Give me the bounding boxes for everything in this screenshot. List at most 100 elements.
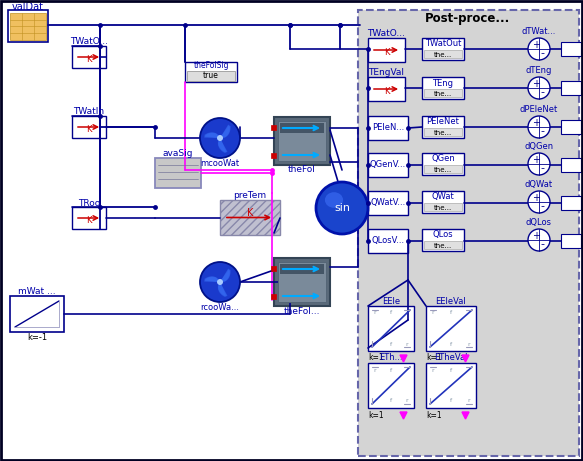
Bar bbox=[274, 258, 330, 306]
Text: K: K bbox=[86, 55, 92, 64]
Bar bbox=[72, 207, 106, 229]
Text: f: f bbox=[390, 342, 392, 347]
Polygon shape bbox=[218, 282, 220, 290]
Polygon shape bbox=[220, 138, 224, 151]
Circle shape bbox=[217, 135, 223, 141]
Bar bbox=[368, 77, 405, 101]
Text: k=1: k=1 bbox=[426, 354, 442, 362]
Polygon shape bbox=[220, 272, 231, 282]
Text: preTem: preTem bbox=[233, 191, 266, 201]
Polygon shape bbox=[220, 282, 226, 296]
Text: k=-1: k=-1 bbox=[27, 333, 47, 343]
Circle shape bbox=[217, 279, 223, 285]
Polygon shape bbox=[213, 277, 220, 282]
Text: +: + bbox=[532, 231, 540, 241]
Bar bbox=[422, 77, 464, 99]
Text: K: K bbox=[247, 208, 253, 219]
Bar bbox=[368, 229, 408, 253]
Text: r: r bbox=[468, 398, 470, 403]
Polygon shape bbox=[209, 276, 220, 282]
Polygon shape bbox=[210, 276, 220, 282]
Polygon shape bbox=[208, 133, 220, 138]
Bar bbox=[187, 71, 235, 81]
Polygon shape bbox=[462, 355, 469, 362]
Polygon shape bbox=[220, 275, 230, 282]
Text: k=1: k=1 bbox=[368, 410, 384, 420]
Polygon shape bbox=[218, 282, 220, 289]
Polygon shape bbox=[220, 136, 225, 138]
Text: -: - bbox=[540, 201, 544, 211]
Bar bbox=[368, 116, 408, 140]
Polygon shape bbox=[206, 133, 220, 138]
Polygon shape bbox=[220, 126, 231, 138]
Polygon shape bbox=[220, 130, 230, 138]
Bar bbox=[561, 158, 581, 172]
Polygon shape bbox=[220, 131, 230, 138]
Text: rcooWa...: rcooWa... bbox=[201, 302, 240, 312]
Text: f: f bbox=[390, 398, 392, 403]
Bar bbox=[271, 266, 276, 271]
Text: ETh...: ETh... bbox=[380, 354, 403, 362]
Polygon shape bbox=[215, 133, 220, 138]
Polygon shape bbox=[219, 138, 222, 148]
Circle shape bbox=[200, 262, 240, 302]
Polygon shape bbox=[220, 279, 227, 282]
Text: TEng: TEng bbox=[433, 78, 454, 88]
Polygon shape bbox=[220, 274, 230, 282]
Polygon shape bbox=[220, 282, 222, 293]
Bar bbox=[422, 229, 464, 251]
Text: K: K bbox=[86, 125, 92, 134]
Bar bbox=[422, 38, 464, 60]
Bar bbox=[422, 153, 464, 175]
Text: dQLos: dQLos bbox=[526, 219, 552, 227]
Bar bbox=[424, 50, 462, 58]
Text: TWatOut: TWatOut bbox=[425, 40, 461, 48]
Bar bbox=[368, 363, 414, 408]
Bar bbox=[368, 191, 408, 215]
Text: -: - bbox=[540, 163, 544, 173]
Text: r: r bbox=[468, 342, 470, 347]
Polygon shape bbox=[220, 279, 227, 282]
Text: -: - bbox=[540, 126, 544, 136]
Polygon shape bbox=[218, 282, 220, 288]
Bar bbox=[10, 296, 64, 332]
Bar bbox=[368, 153, 408, 177]
Polygon shape bbox=[209, 132, 220, 138]
Polygon shape bbox=[220, 276, 230, 282]
Text: r: r bbox=[431, 367, 434, 372]
Text: k=1: k=1 bbox=[426, 410, 442, 420]
Text: TEngVal: TEngVal bbox=[368, 69, 405, 77]
Bar bbox=[72, 46, 106, 68]
Text: Post-proce...: Post-proce... bbox=[426, 12, 511, 25]
Text: dPEleNet: dPEleNet bbox=[520, 106, 558, 114]
Polygon shape bbox=[214, 133, 220, 138]
Polygon shape bbox=[216, 133, 220, 138]
Polygon shape bbox=[213, 132, 220, 138]
Circle shape bbox=[528, 153, 550, 175]
Text: theFolSig: theFolSig bbox=[193, 61, 229, 71]
Polygon shape bbox=[207, 133, 220, 138]
Polygon shape bbox=[207, 277, 220, 282]
Text: dTEng: dTEng bbox=[526, 66, 552, 76]
Text: f: f bbox=[450, 342, 452, 347]
Text: f: f bbox=[450, 398, 452, 403]
Circle shape bbox=[200, 118, 240, 158]
Polygon shape bbox=[218, 282, 220, 287]
Polygon shape bbox=[209, 276, 220, 282]
Polygon shape bbox=[220, 282, 227, 297]
Circle shape bbox=[528, 77, 550, 99]
Polygon shape bbox=[220, 138, 227, 153]
Text: PEleNet: PEleNet bbox=[427, 118, 459, 126]
Bar bbox=[422, 116, 464, 138]
Polygon shape bbox=[462, 412, 469, 419]
Circle shape bbox=[528, 116, 550, 138]
Bar bbox=[280, 123, 324, 133]
Bar bbox=[424, 241, 462, 249]
Text: QGen: QGen bbox=[431, 154, 455, 164]
Polygon shape bbox=[219, 282, 221, 292]
Polygon shape bbox=[214, 277, 220, 282]
Polygon shape bbox=[208, 277, 220, 282]
Polygon shape bbox=[218, 138, 220, 146]
Text: QLosV...: QLosV... bbox=[371, 236, 405, 246]
Bar bbox=[368, 38, 405, 62]
